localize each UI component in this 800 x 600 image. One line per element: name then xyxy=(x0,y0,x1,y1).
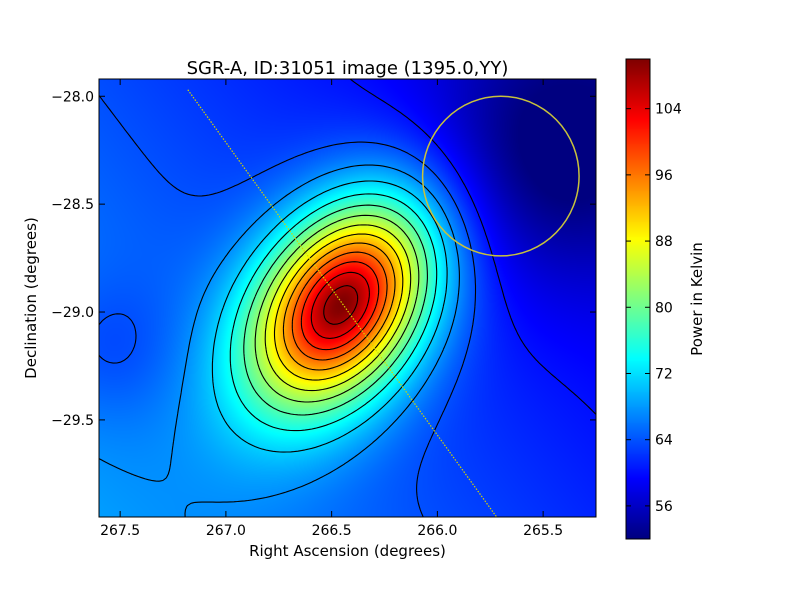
y-axis-label: Declination (degrees) xyxy=(22,217,40,379)
x-tick-label: 267.0 xyxy=(206,523,246,539)
contour-line xyxy=(323,285,359,325)
y-tick-label: −29.5 xyxy=(51,413,94,429)
y-axis-ticks: −28.0 −28.5 −29.0 −29.5 xyxy=(51,89,596,429)
colorbar-gradient xyxy=(626,59,650,539)
colorbar-tick-label: 88 xyxy=(655,234,673,250)
contour-line xyxy=(229,193,438,432)
contour-lines xyxy=(99,79,596,517)
contour-line xyxy=(211,180,448,453)
contour-line xyxy=(254,214,420,403)
x-axis-label: Right Ascension (degrees) xyxy=(249,542,446,560)
y-tick-label: −29.0 xyxy=(51,305,94,321)
colorbar-tick-label: 72 xyxy=(655,366,673,382)
x-tick-label: 265.5 xyxy=(523,523,563,539)
heatmap xyxy=(99,79,596,517)
x-tick-label: 266.5 xyxy=(312,523,352,539)
contour-line xyxy=(243,204,428,416)
y-tick-label: −28.5 xyxy=(51,197,94,213)
contour-line xyxy=(264,224,412,392)
colorbar-frame xyxy=(625,58,651,540)
overlays xyxy=(187,89,580,517)
contour-line xyxy=(99,164,460,517)
x-tick-label: 267.5 xyxy=(100,523,140,539)
colorbar: 56 64 72 80 88 96 104 xyxy=(625,58,682,540)
colorbar-tick-label: 96 xyxy=(655,168,673,184)
contour-line xyxy=(291,251,388,361)
colorbar-tick-label: 64 xyxy=(655,433,673,449)
contour-line xyxy=(273,233,404,381)
x-axis-ticks: 267.5 267.0 266.5 266.0 265.5 xyxy=(100,79,563,539)
contour-line xyxy=(300,261,380,351)
colorbar-ticks: 56 64 72 80 88 96 104 xyxy=(626,102,682,515)
colorbar-tick-label: 80 xyxy=(655,300,673,316)
plot-frame xyxy=(98,78,597,518)
y-tick-label: −28.0 xyxy=(51,89,94,105)
contour-line xyxy=(310,271,370,339)
beam-circle xyxy=(421,95,580,257)
galactic-plane-line xyxy=(187,89,498,517)
contour-line xyxy=(282,242,396,371)
plot-area: 267.5 267.0 266.5 266.0 265.5 −28.0 −28.5 −29.… xyxy=(51,78,597,539)
colorbar-tick-label: 104 xyxy=(655,102,682,118)
x-tick-label: 266.0 xyxy=(417,523,457,539)
colorbar-label: Power in Kelvin xyxy=(688,242,706,356)
chart-title: SGR-A, ID:31051 image (1395.0,YY) xyxy=(187,58,509,79)
colorbar-tick-label: 56 xyxy=(655,499,673,515)
